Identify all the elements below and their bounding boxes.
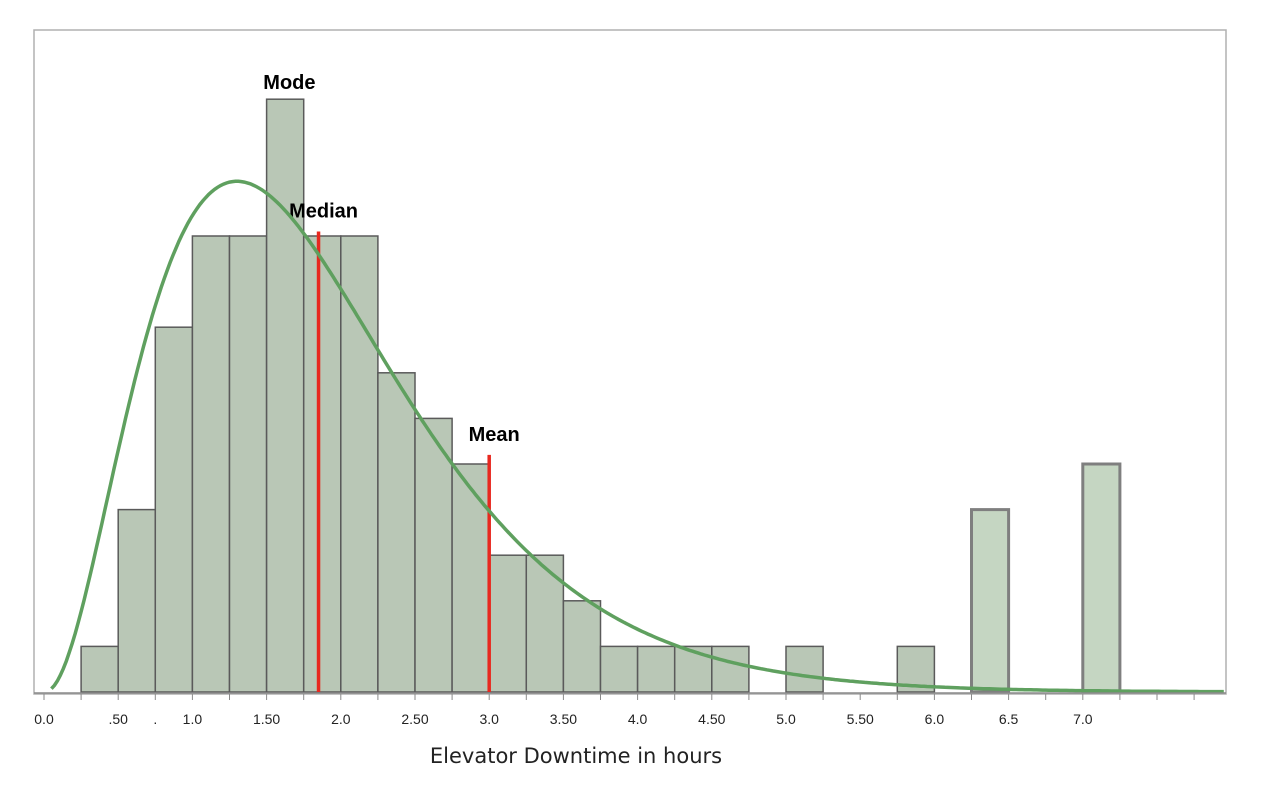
histogram-bar-5 — [265, 98, 305, 693]
x-tick-label: 6.5 — [999, 711, 1019, 727]
histogram-bar-8 — [377, 372, 416, 693]
x-tick-label: 5.50 — [847, 711, 874, 727]
x-axis: 0.0 .50. 1.0 1.50 2.0 2.50 3.0 3.50 4.0 4.50 5.0 5.… — [34, 692, 1226, 727]
histogram-bar-14 — [599, 645, 639, 693]
x-tick-label: 0.0 — [34, 711, 54, 727]
x-tick-label: 3.0 — [479, 711, 499, 727]
x-tick-label: 1.50 — [253, 711, 280, 727]
x-tick-label: .50 — [108, 711, 128, 727]
x-tick-label: 1.0 — [183, 711, 203, 727]
marker-lines: Mode Median Mean — [263, 72, 520, 692]
histogram-bar-3 — [191, 235, 231, 693]
x-tick-label: 3.50 — [550, 711, 577, 727]
histogram-bar-17 — [711, 645, 750, 693]
x-tick-label: . — [153, 711, 157, 727]
histogram-bar-4 — [228, 235, 268, 693]
mode-label: Mode — [263, 72, 315, 94]
histogram-bar-1 — [117, 508, 157, 693]
histogram-bar-9 — [414, 417, 453, 693]
density-curve — [50, 179, 1224, 694]
histogram-bar-10 — [451, 463, 490, 693]
x-tick-label: 2.50 — [401, 711, 428, 727]
x-tick-label: 4.50 — [698, 711, 725, 727]
histogram-bar-12 — [525, 554, 565, 693]
median-label: Median — [289, 200, 358, 222]
histogram-bar-11 — [488, 554, 528, 693]
x-axis-title: Elevator Downtime in hours — [430, 744, 722, 768]
histogram-bar-0 — [80, 645, 119, 693]
histogram-bar-2 — [154, 326, 194, 693]
histogram-bar-15 — [636, 645, 676, 693]
histogram-bar-20 — [970, 508, 1011, 694]
x-tick-label: 4.0 — [628, 711, 648, 727]
x-tick-label: 7.0 — [1073, 711, 1093, 727]
histogram-bar-21 — [1081, 462, 1122, 694]
x-tick-label: 5.0 — [776, 711, 796, 727]
histogram-bar-7 — [340, 235, 379, 693]
bars — [80, 98, 1122, 694]
histogram-bar-13 — [562, 600, 602, 693]
histogram-bar-18 — [785, 645, 824, 693]
x-tick-label: 2.0 — [331, 711, 351, 727]
histogram-bar-6 — [302, 235, 342, 693]
x-tick-label: 6.0 — [925, 711, 945, 727]
mean-label: Mean — [469, 424, 520, 446]
